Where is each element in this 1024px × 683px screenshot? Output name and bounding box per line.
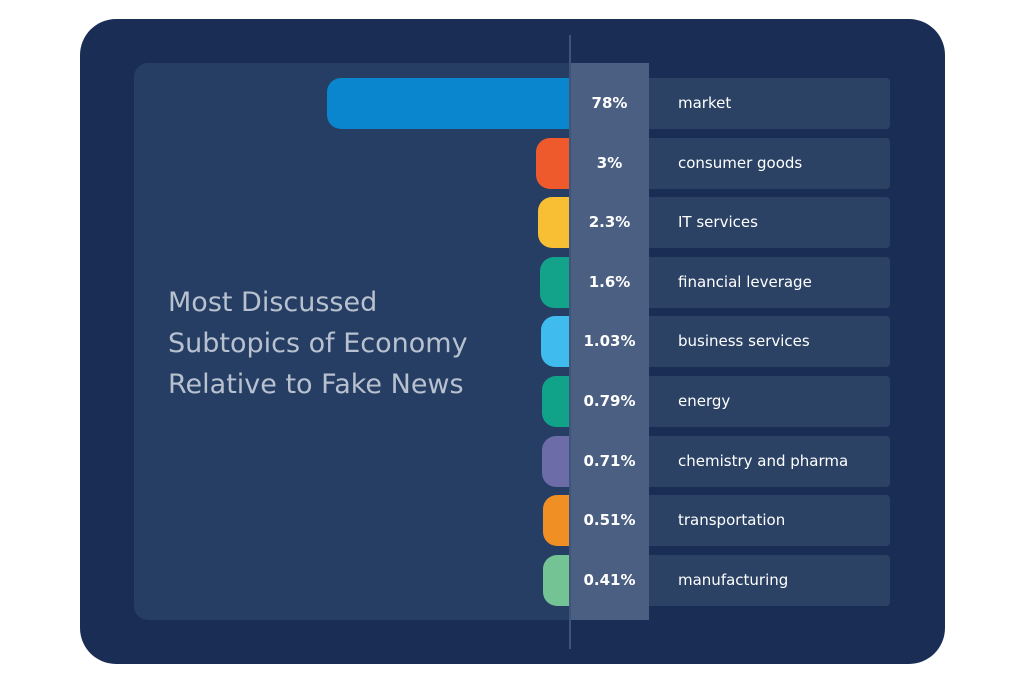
category-label-box: market (649, 78, 890, 129)
category-label-box: chemistry and pharma (649, 436, 890, 487)
bar (542, 436, 570, 487)
bar (540, 257, 570, 308)
bar (543, 555, 570, 606)
title-line-1: Most Discussed (168, 287, 378, 318)
value-label: 0.79% (583, 392, 636, 410)
value-label: 3% (596, 154, 623, 172)
bar (538, 197, 570, 248)
category-label-box: IT services (649, 197, 890, 248)
category-label: transportation (678, 511, 786, 529)
category-label: manufacturing (678, 571, 789, 589)
category-label-box: consumer goods (649, 138, 890, 189)
chart-title: Most Discussed Subtopics of Economy Rela… (168, 282, 548, 405)
category-label: market (678, 94, 732, 112)
title-line-3: Relative to Fake News (168, 369, 464, 400)
percent-column (570, 63, 649, 620)
category-label-box: transportation (649, 495, 890, 546)
category-label-box: business services (649, 316, 890, 367)
bar (327, 78, 570, 129)
value-label: 78% (591, 94, 628, 112)
value-label: 0.51% (583, 511, 636, 529)
bar (542, 376, 570, 427)
category-label-box: financial leverage (649, 257, 890, 308)
category-label: financial leverage (678, 273, 812, 291)
bar (543, 495, 570, 546)
value-label: 2.3% (588, 213, 631, 231)
bar (541, 316, 570, 367)
value-label: 1.6% (588, 273, 631, 291)
category-label-box: manufacturing (649, 555, 890, 606)
value-label: 1.03% (583, 332, 636, 350)
value-label: 0.71% (583, 452, 636, 470)
category-label: IT services (678, 213, 758, 231)
category-label: chemistry and pharma (678, 452, 849, 470)
category-label: consumer goods (678, 154, 803, 172)
category-label-box: energy (649, 376, 890, 427)
value-label: 0.41% (583, 571, 636, 589)
axis-line (569, 35, 571, 649)
bar (536, 138, 570, 189)
category-label: business services (678, 332, 810, 350)
category-label: energy (678, 392, 731, 410)
title-line-2: Subtopics of Economy (168, 328, 468, 359)
